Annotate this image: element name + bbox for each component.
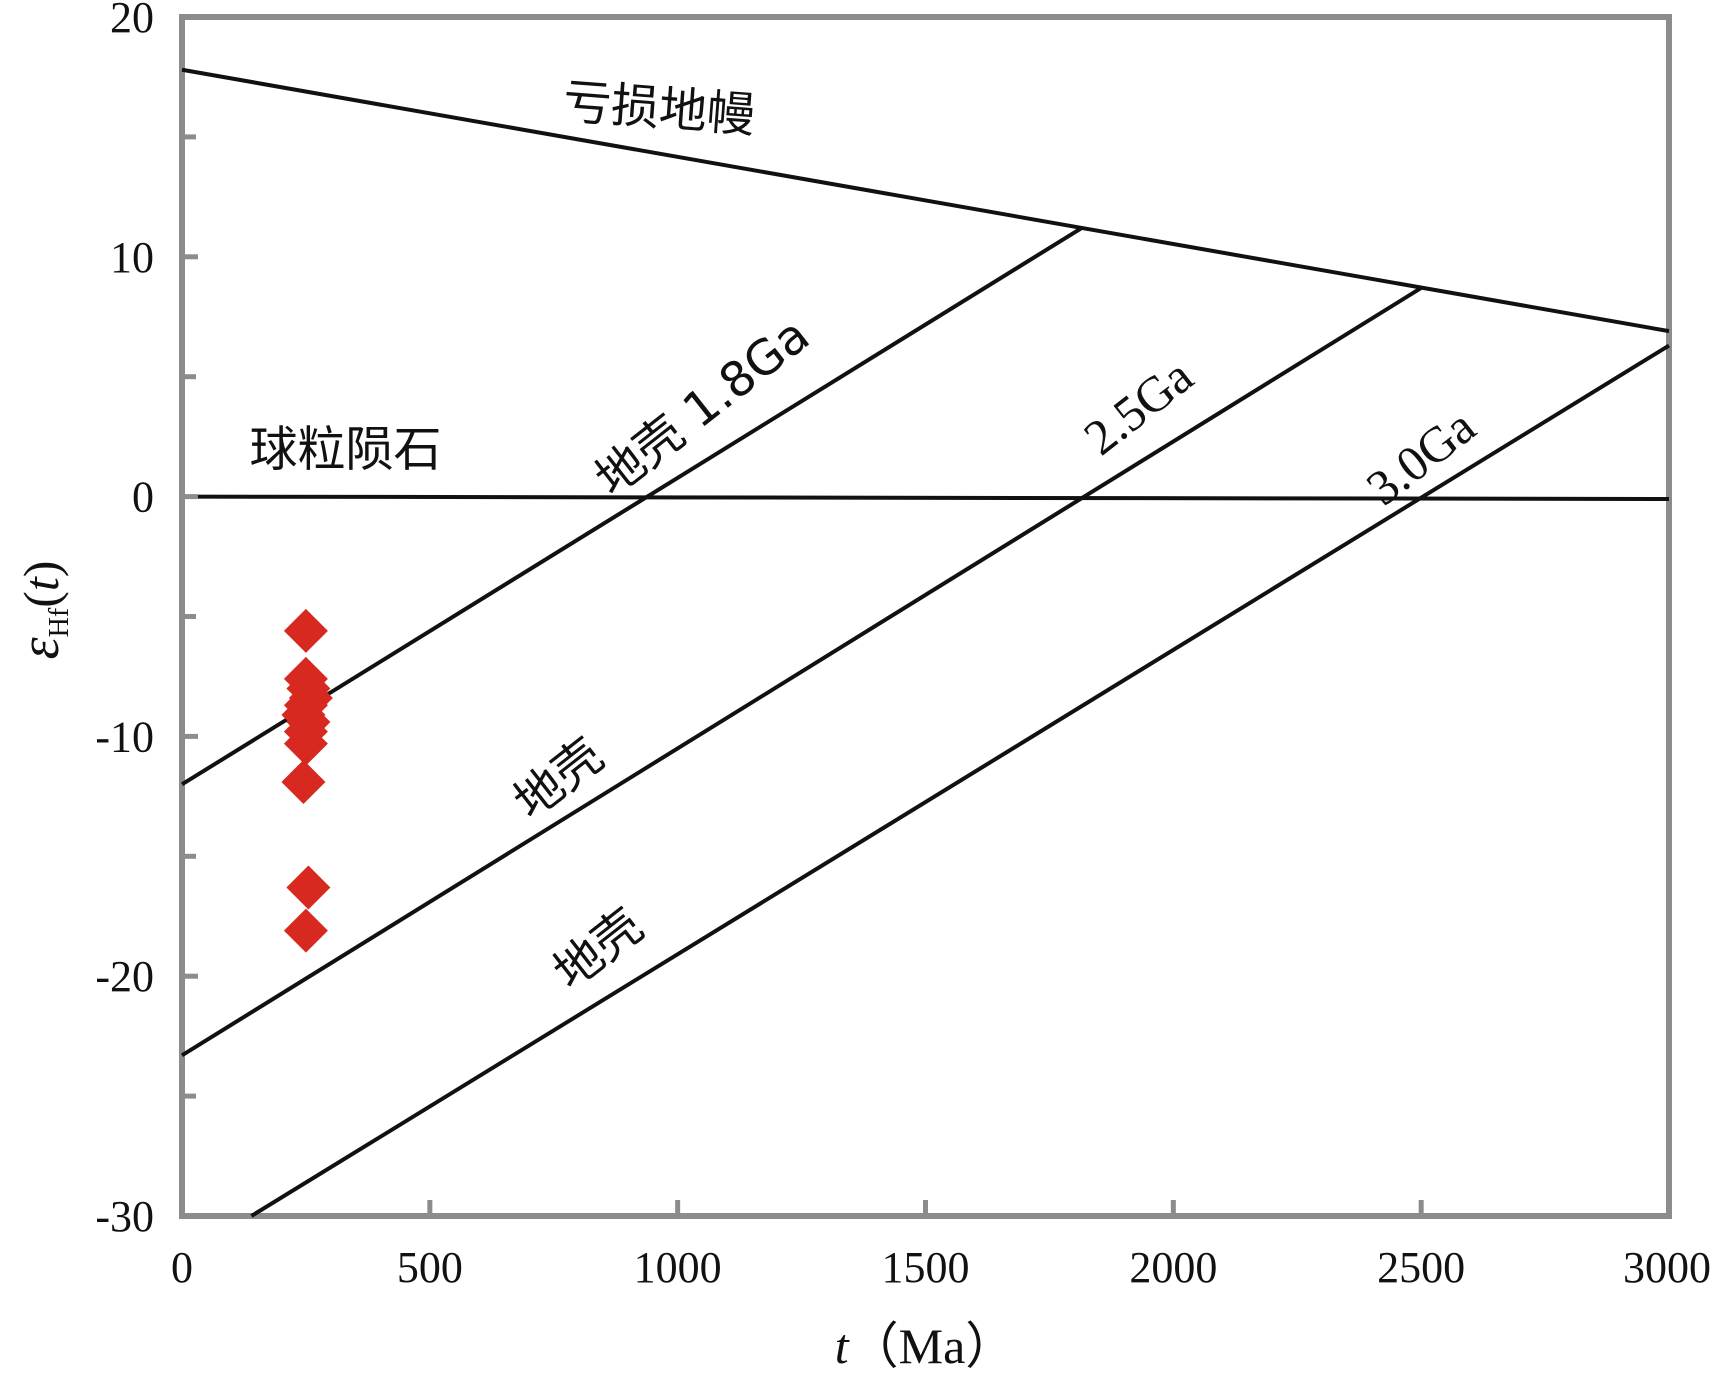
y-tick-label: -10 — [95, 712, 154, 761]
plot-frame — [179, 14, 1672, 1219]
y-axis-ticks: 20 10 0 -10 -20 -30 — [95, 0, 198, 1241]
data-point-1 — [283, 608, 328, 653]
data-point-12 — [283, 908, 328, 953]
y-axis-paren-open: ( — [13, 591, 69, 608]
line-depleted-mantle — [181, 67, 1670, 334]
y-tick-label: -30 — [95, 1192, 154, 1241]
x-tick-label: 1500 — [882, 1243, 970, 1292]
x-tick-label: 0 — [171, 1243, 193, 1292]
line-crust-2.5 — [180, 286, 1423, 1058]
data-point-9 — [283, 721, 328, 766]
reference-lines — [180, 67, 1671, 1218]
x-tick-label: 1000 — [634, 1243, 722, 1292]
annotation-depleted-mantle-label: 亏损地幔 — [561, 74, 757, 144]
x-axis-title: t（Ma） — [835, 1318, 1016, 1374]
y-tick-label: 10 — [110, 233, 154, 282]
x-tick-label: 2000 — [1129, 1243, 1217, 1292]
line-crust-1.8 — [180, 226, 1083, 787]
y-tick-label: 20 — [110, 0, 154, 42]
annotation-chondrite-label: 球粒陨石 — [250, 421, 442, 477]
annotation-crust-3.0-label-b: 地壳 — [543, 898, 653, 1001]
x-axis-unit: （Ma） — [849, 1318, 1016, 1374]
annotation-crust-1.8-label: 地壳 1.8Ga — [585, 307, 820, 508]
y-tick-label: -20 — [95, 952, 154, 1001]
y-axis-title: εHf(t) — [9, 561, 75, 660]
x-tick-label: 2500 — [1377, 1243, 1465, 1292]
line-chondrite — [181, 494, 1670, 501]
y-tick-label: 0 — [132, 473, 154, 522]
x-axis-t: t — [835, 1318, 850, 1374]
y-axis-t: t — [13, 576, 69, 591]
x-axis-ticks: 0 500 1000 1500 2000 2500 3000 — [171, 1200, 1711, 1292]
x-tick-label: 500 — [397, 1243, 463, 1292]
data-points — [281, 608, 333, 953]
line-crust-3.0 — [250, 343, 1671, 1218]
annotation-crust-2.5-label-a: 2.5Ga — [1073, 347, 1203, 466]
x-tick-label: 3000 — [1623, 1243, 1711, 1292]
annotation-crust-2.5-label-b: 地壳 — [504, 727, 614, 830]
y-axis-paren-close: ) — [13, 561, 69, 578]
y-axis-subscript: Hf — [44, 607, 75, 637]
svg-text:εHf(t): εHf(t) — [9, 561, 75, 660]
y-axis-symbol: ε — [9, 636, 71, 659]
data-point-11 — [286, 865, 331, 910]
data-point-10 — [281, 759, 326, 804]
